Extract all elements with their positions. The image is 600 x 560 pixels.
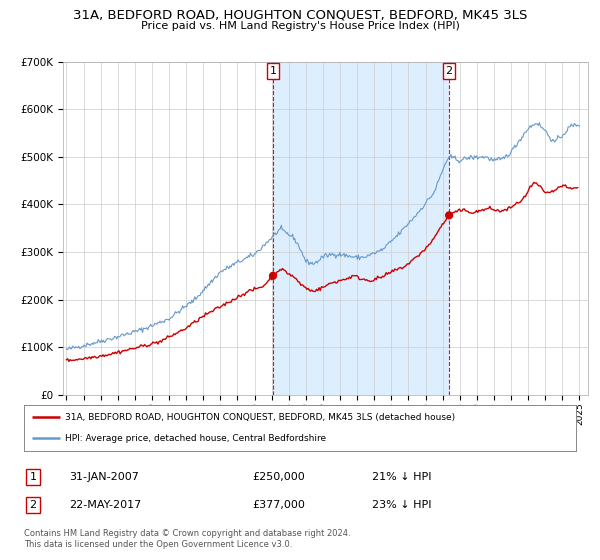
Text: 22-MAY-2017: 22-MAY-2017 [69, 500, 141, 510]
Text: £250,000: £250,000 [252, 472, 305, 482]
Text: 31-JAN-2007: 31-JAN-2007 [69, 472, 139, 482]
Text: Price paid vs. HM Land Registry's House Price Index (HPI): Price paid vs. HM Land Registry's House … [140, 21, 460, 31]
Text: 1: 1 [269, 66, 277, 76]
Text: HPI: Average price, detached house, Central Bedfordshire: HPI: Average price, detached house, Cent… [65, 434, 326, 443]
Text: 31A, BEDFORD ROAD, HOUGHTON CONQUEST, BEDFORD, MK45 3LS (detached house): 31A, BEDFORD ROAD, HOUGHTON CONQUEST, BE… [65, 413, 455, 422]
Point [268, 272, 278, 281]
Text: 1: 1 [29, 472, 37, 482]
Text: 23% ↓ HPI: 23% ↓ HPI [372, 500, 431, 510]
Text: 2: 2 [29, 500, 37, 510]
Point [445, 211, 454, 220]
Text: 31A, BEDFORD ROAD, HOUGHTON CONQUEST, BEDFORD, MK45 3LS: 31A, BEDFORD ROAD, HOUGHTON CONQUEST, BE… [73, 8, 527, 21]
Text: £377,000: £377,000 [252, 500, 305, 510]
Text: 2: 2 [446, 66, 453, 76]
Text: Contains HM Land Registry data © Crown copyright and database right 2024.
This d: Contains HM Land Registry data © Crown c… [24, 529, 350, 549]
Bar [273, 62, 449, 395]
Text: 21% ↓ HPI: 21% ↓ HPI [372, 472, 431, 482]
